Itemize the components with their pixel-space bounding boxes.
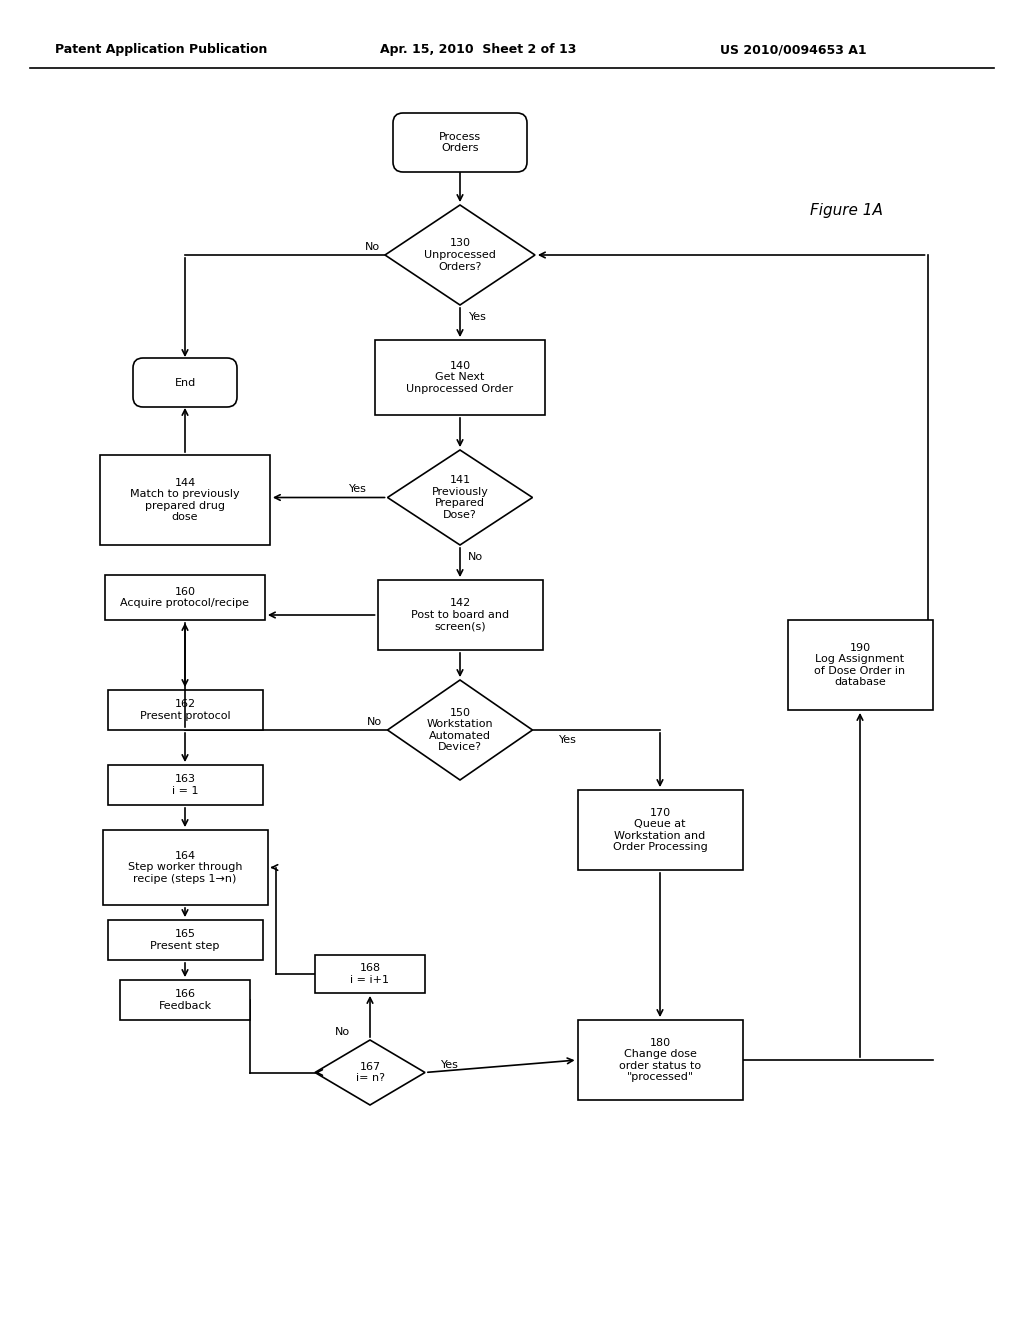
Bar bbox=[315, 954, 425, 993]
Bar bbox=[120, 979, 250, 1020]
Polygon shape bbox=[315, 1040, 425, 1105]
Text: 142
Post to board and
screen(s): 142 Post to board and screen(s) bbox=[411, 598, 509, 631]
Text: No: No bbox=[365, 242, 380, 252]
Bar bbox=[102, 830, 267, 906]
Bar bbox=[108, 690, 262, 730]
Polygon shape bbox=[387, 450, 532, 545]
Bar bbox=[108, 766, 262, 805]
Text: 130
Unprocessed
Orders?: 130 Unprocessed Orders? bbox=[424, 239, 496, 272]
Text: 160
Acquire protocol/recipe: 160 Acquire protocol/recipe bbox=[121, 586, 250, 609]
Text: 165
Present step: 165 Present step bbox=[151, 929, 220, 950]
Text: 166
Feedback: 166 Feedback bbox=[159, 989, 212, 1011]
Text: 140
Get Next
Unprocessed Order: 140 Get Next Unprocessed Order bbox=[407, 360, 514, 395]
Polygon shape bbox=[387, 680, 532, 780]
Text: 144
Match to previously
prepared drug
dose: 144 Match to previously prepared drug do… bbox=[130, 478, 240, 523]
Text: 190
Log Assignment
of Dose Order in
database: 190 Log Assignment of Dose Order in data… bbox=[814, 643, 905, 688]
Bar bbox=[100, 455, 270, 545]
Text: Yes: Yes bbox=[348, 484, 367, 495]
Text: Yes: Yes bbox=[469, 312, 487, 322]
Bar bbox=[375, 341, 545, 414]
Text: 168
i = i+1: 168 i = i+1 bbox=[350, 964, 389, 985]
Text: End: End bbox=[174, 378, 196, 388]
Bar bbox=[578, 1020, 742, 1100]
Bar bbox=[378, 579, 543, 649]
Text: Figure 1A: Figure 1A bbox=[810, 202, 883, 218]
Text: Yes: Yes bbox=[441, 1060, 459, 1069]
Text: 180
Change dose
order status to
"processed": 180 Change dose order status to "process… bbox=[618, 1038, 701, 1082]
Text: 167
i= n?: 167 i= n? bbox=[355, 1061, 384, 1084]
Bar bbox=[108, 920, 262, 960]
Bar bbox=[578, 789, 742, 870]
Polygon shape bbox=[385, 205, 535, 305]
Bar bbox=[787, 620, 933, 710]
Text: US 2010/0094653 A1: US 2010/0094653 A1 bbox=[720, 44, 866, 57]
Text: 162
Present protocol: 162 Present protocol bbox=[139, 700, 230, 721]
Bar bbox=[105, 576, 265, 620]
Text: 170
Queue at
Workstation and
Order Processing: 170 Queue at Workstation and Order Proce… bbox=[612, 808, 708, 853]
Text: 141
Previously
Prepared
Dose?: 141 Previously Prepared Dose? bbox=[431, 475, 488, 520]
Text: 163
i = 1: 163 i = 1 bbox=[172, 775, 199, 796]
FancyBboxPatch shape bbox=[393, 114, 527, 172]
Text: No: No bbox=[368, 717, 383, 727]
Text: Patent Application Publication: Patent Application Publication bbox=[55, 44, 267, 57]
Text: 164
Step worker through
recipe (steps 1→n): 164 Step worker through recipe (steps 1→… bbox=[128, 851, 243, 884]
FancyBboxPatch shape bbox=[133, 358, 237, 407]
Text: Process
Orders: Process Orders bbox=[439, 132, 481, 153]
Text: No: No bbox=[467, 552, 482, 562]
Text: 150
Workstation
Automated
Device?: 150 Workstation Automated Device? bbox=[427, 708, 494, 752]
Text: Yes: Yes bbox=[558, 735, 577, 744]
Text: Apr. 15, 2010  Sheet 2 of 13: Apr. 15, 2010 Sheet 2 of 13 bbox=[380, 44, 577, 57]
Text: No: No bbox=[335, 1027, 350, 1038]
